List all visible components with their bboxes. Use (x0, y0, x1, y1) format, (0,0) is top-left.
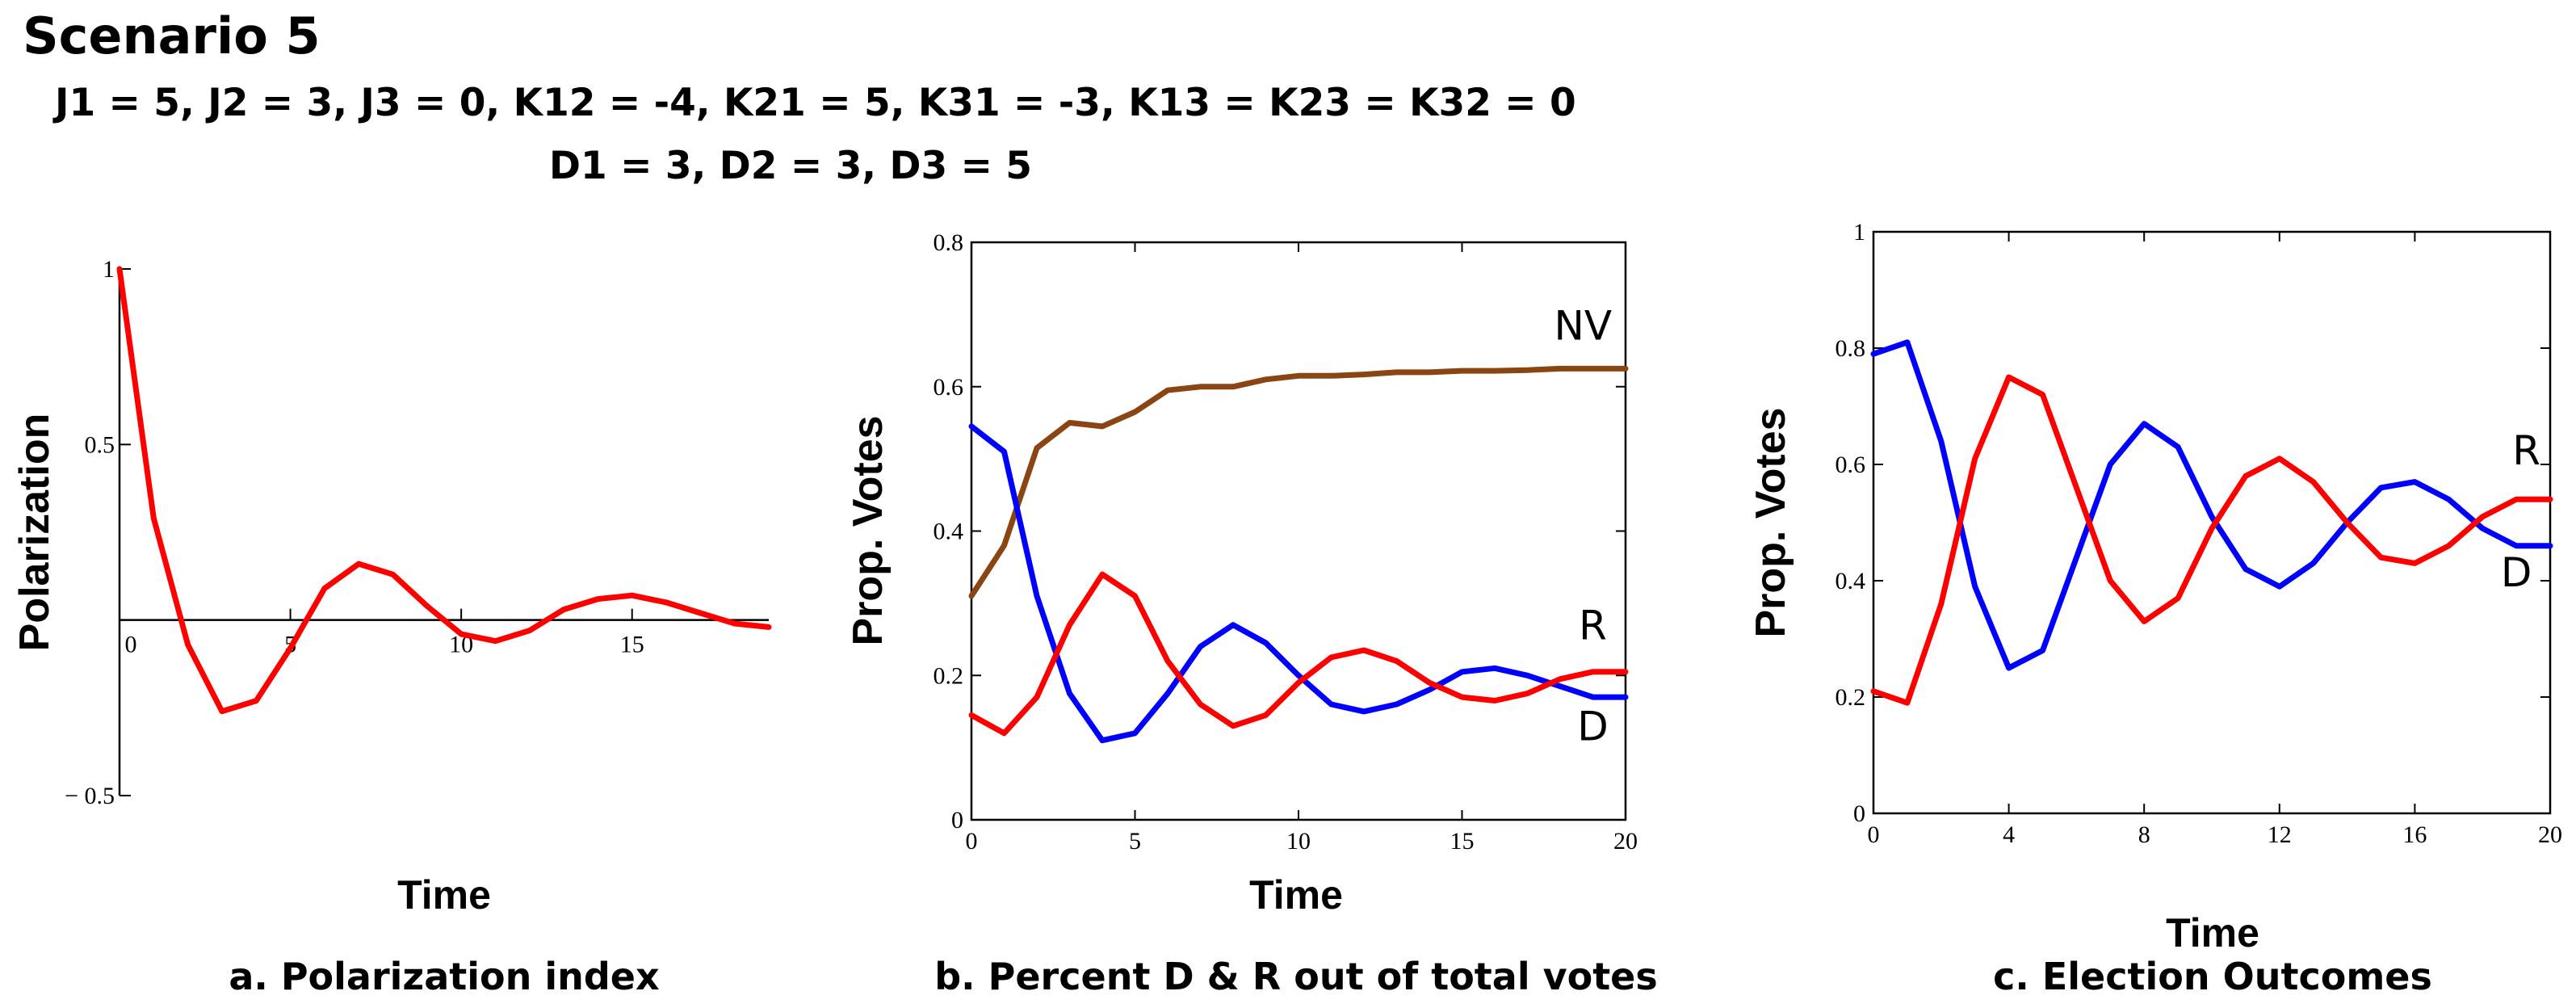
y-tick-label: 0.2 (933, 662, 964, 689)
y-tick-label: 1 (103, 256, 115, 283)
plot-frame (1872, 230, 2552, 815)
y-tick-label: 0.4 (933, 519, 964, 545)
y-axis-label: Polarization (11, 414, 58, 652)
x-tick-label: 16 (2402, 821, 2427, 848)
x-tick-label: 12 (2268, 821, 2292, 848)
x-tick-label: 0 (966, 828, 978, 855)
annotation-r: R (2512, 427, 2540, 474)
y-tick-label: 0.4 (1836, 568, 1866, 594)
parameters-line-1: J1 = 5, J2 = 3, J3 = 0, K12 = -4, K21 = … (55, 81, 1576, 125)
x-tick-label: 15 (1450, 828, 1475, 855)
scenario-title: Scenario 5 (23, 6, 321, 65)
y-axis-label: Prop. Votes (845, 415, 892, 645)
chart-panel-2: 0 5 10 15 20 0 0.2 0.4 0.6 0.8 NV R D Prop. Votes Time… (845, 229, 1658, 998)
x-tick-label: 0 (1868, 821, 1880, 848)
y-tick-label: − 0.5 (65, 783, 115, 809)
chart-panel-3: 0 4 8 12 16 20 0 0.2 0.4 0.6 0.8 1 R D Prop. Votes Time… (1747, 219, 2562, 998)
series-line-polarization (116, 266, 772, 715)
series-line-r (1870, 374, 2553, 706)
parameters-line-2: D1 = 3, D2 = 3, D3 = 5 (549, 144, 1033, 188)
x-tick-label: 8 (2138, 821, 2150, 848)
y-tick-label: 0 (951, 807, 963, 834)
x-tick-label: 20 (1613, 828, 1638, 855)
x-tick-label: 20 (2538, 821, 2562, 848)
x-axis-label: Time (1249, 872, 1343, 918)
series-line-nv (968, 365, 1629, 599)
annotation-nv: NV (1554, 303, 1613, 350)
x-axis-label: Time (397, 872, 491, 918)
annotation-d: D (2501, 549, 2532, 596)
y-axis-label: Prop. Votes (1747, 407, 1794, 637)
x-tick-label: 5 (1129, 828, 1141, 855)
y-tick-label: 0.5 (85, 431, 115, 458)
y-tick-label: 0 (1853, 800, 1865, 827)
chart-caption: a. Polarization index (229, 955, 659, 998)
y-tick-label: 0.8 (933, 229, 964, 256)
plot-frame (970, 241, 1627, 821)
series-line-d (1870, 339, 2553, 671)
chart-caption: c. Election Outcomes (1993, 955, 2432, 998)
y-tick-label: 0.2 (1836, 684, 1866, 711)
x-axis-label: Time (2166, 910, 2259, 956)
annotation-d: D (1577, 704, 1609, 750)
y-tick-label: 0.6 (1836, 452, 1866, 478)
x-tick-label: 15 (620, 632, 644, 658)
x-tick-label: 0 (125, 632, 137, 658)
chart-caption: b. Percent D & R out of total votes (934, 955, 1658, 998)
y-tick-label: 1 (1853, 219, 1865, 246)
series-line-r (968, 571, 1629, 737)
x-tick-label: 4 (2003, 821, 2015, 848)
y-tick-label: 0.6 (933, 374, 964, 401)
y-tick-label: 0.8 (1836, 335, 1866, 362)
x-tick-label: 10 (1286, 828, 1311, 855)
series-line-d (968, 423, 1629, 744)
annotation-r: R (1579, 603, 1607, 649)
